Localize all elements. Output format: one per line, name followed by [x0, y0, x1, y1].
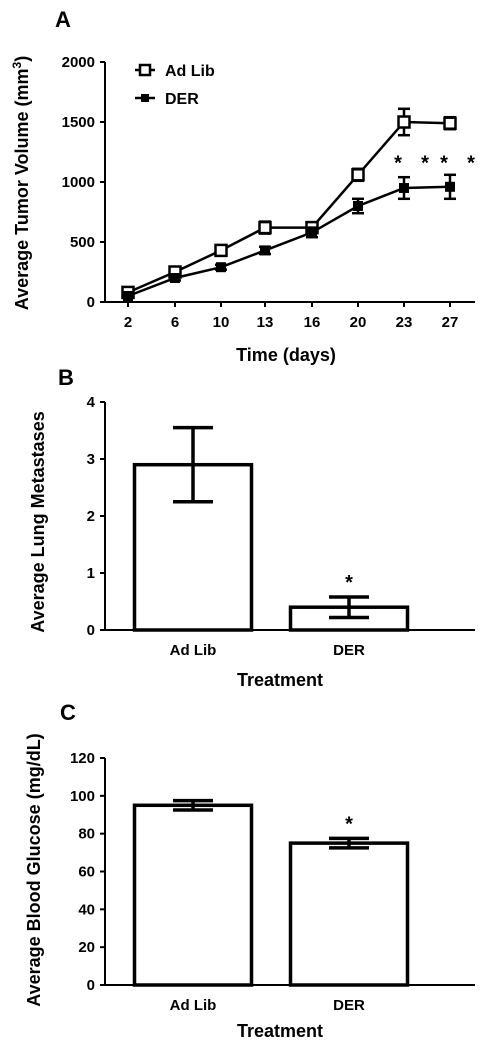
x-tick-label: 6	[171, 314, 179, 331]
panel-c: C Average Blood Glucose (mg/dL) Treatmen…	[24, 700, 475, 1041]
data-point	[170, 273, 180, 283]
series-der	[122, 173, 456, 301]
x-tick-label: 27	[442, 314, 459, 331]
panel-b-xlabel: Treatment	[237, 670, 323, 690]
data-point	[351, 168, 365, 182]
x-tick-label: 10	[213, 314, 230, 331]
legend-label: Ad Lib	[165, 63, 215, 80]
y-tick-label: 100	[70, 788, 95, 805]
x-tick-label: Ad Lib	[170, 642, 217, 659]
panel-a-legend: Ad Lib DER	[135, 63, 215, 108]
x-tick-label: DER	[333, 997, 365, 1014]
data-point	[216, 262, 226, 273]
y-tick-label: 0	[87, 977, 95, 994]
panel-label-a: A	[55, 7, 71, 32]
bar	[132, 803, 254, 987]
data-point	[399, 183, 409, 193]
x-tick-label: 20	[350, 314, 367, 331]
data-point	[260, 245, 270, 256]
y-tick-label: 2000	[62, 54, 95, 71]
y-tick-label: 0	[87, 622, 95, 639]
significance-asterisk: *	[345, 572, 353, 594]
y-tick-label: 20	[78, 939, 95, 956]
data-point	[214, 243, 228, 258]
panel-label-c: C	[60, 700, 76, 725]
data-point	[258, 220, 272, 235]
legend-marker	[141, 94, 149, 102]
y-tick-label: 60	[78, 864, 95, 881]
series-line	[127, 120, 451, 294]
panel-a: A Average Tumor Volume (mm3) Time (days)…	[10, 7, 475, 365]
data-point	[443, 116, 457, 130]
x-tick-label: 13	[257, 314, 274, 331]
x-tick-label: DER	[333, 642, 365, 659]
y-tick-label: 120	[70, 750, 95, 767]
bar	[288, 841, 410, 987]
panel-c-xlabel: Treatment	[237, 1021, 323, 1041]
y-tick-label: 0	[87, 294, 95, 311]
significance-asterisk: *	[421, 153, 429, 175]
data-point	[123, 291, 133, 301]
panel-c-ylabel: Average Blood Glucose (mg/dL)	[24, 733, 44, 1006]
significance-asterisk: *	[345, 813, 353, 835]
y-tick-label: 40	[78, 901, 95, 918]
panel-a-ylabel: Average Tumor Volume (mm3)	[10, 56, 32, 310]
y-tick-label: 3	[87, 451, 95, 468]
data-point	[307, 227, 317, 238]
significance-asterisk: *	[394, 153, 402, 175]
series-ad-lib	[121, 107, 457, 300]
panel-c-plot: 0 20 40 60 80 100 120 Ad Lib DER *	[70, 750, 475, 1014]
data-point	[397, 115, 411, 129]
significance-asterisk: *	[467, 153, 475, 175]
y-tick-label: 1500	[62, 114, 95, 131]
panel-a-axes: 0 500 1000 1500 2000 2 6 10 13 16 20 23 27	[62, 54, 475, 331]
data-point	[353, 201, 363, 211]
panel-a-series	[121, 107, 457, 301]
significance-asterisk: *	[440, 153, 448, 175]
series-line	[127, 185, 451, 298]
data-point	[445, 181, 455, 192]
y-tick-label: 2	[87, 508, 95, 525]
panel-label-b: B	[58, 365, 74, 390]
x-tick-label: 23	[396, 314, 413, 331]
legend-label: DER	[165, 91, 199, 108]
y-tick-label: 80	[78, 826, 95, 843]
panel-a-annotations: * * * *	[394, 153, 475, 175]
panel-b: B Average Lung Metastases Treatment 0 1 2 3…	[28, 365, 475, 690]
y-tick-label: 1	[87, 565, 95, 582]
y-tick-label: 1000	[62, 174, 95, 191]
x-tick-label: 2	[124, 314, 132, 331]
x-tick-label: Ad Lib	[170, 997, 217, 1014]
x-tick-label: 16	[304, 314, 321, 331]
panel-a-xlabel: Time (days)	[236, 345, 336, 365]
panel-b-ylabel: Average Lung Metastases	[28, 411, 48, 632]
y-tick-label: 4	[87, 394, 96, 411]
panel-b-plot: 0 1 2 3 4 Ad Lib DER *	[87, 394, 475, 659]
legend-marker	[138, 63, 152, 77]
y-tick-label: 500	[70, 234, 95, 251]
